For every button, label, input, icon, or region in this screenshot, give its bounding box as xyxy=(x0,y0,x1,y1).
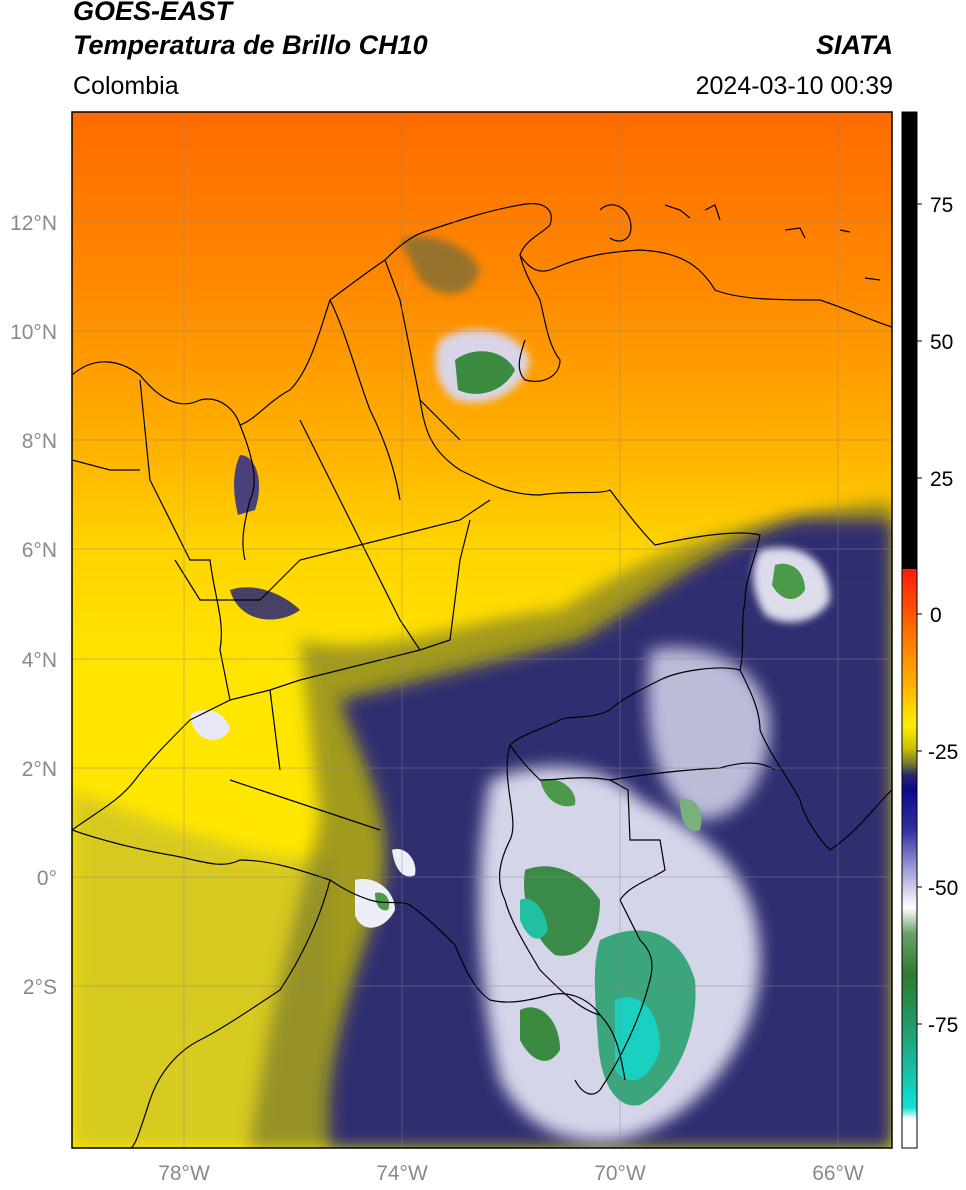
lon-label: 70°W xyxy=(594,1162,646,1185)
organization-label: SIATA xyxy=(816,30,893,60)
lon-label: 78°W xyxy=(158,1162,210,1185)
colorbar-label: -75 xyxy=(928,1014,958,1037)
lon-label: 74°W xyxy=(376,1162,428,1185)
datetime-label: 2024-03-10 00:39 xyxy=(695,72,893,100)
colorbar-label: 75 xyxy=(930,194,953,217)
map-frame xyxy=(71,111,893,1149)
colorbar-label: 25 xyxy=(930,468,953,491)
region-label: Colombia xyxy=(73,72,179,100)
lat-label: 10°N xyxy=(10,321,57,344)
lat-label: 2°S xyxy=(23,976,57,999)
colorbar-label: 0 xyxy=(930,604,942,627)
satellite-title: GOES-EAST xyxy=(73,0,233,26)
longitude-labels: 78°W 74°W 70°W 66°W xyxy=(158,1162,864,1185)
colorbar-labels: 75 50 25 0 -25 -50 -75 xyxy=(928,194,958,1037)
colorbar-label: 50 xyxy=(930,331,953,354)
lat-label: 4°N xyxy=(22,649,57,672)
graticule xyxy=(72,112,892,1148)
lon-label: 66°W xyxy=(812,1162,864,1185)
colorbar-label: -50 xyxy=(928,877,958,900)
lat-label: 2°N xyxy=(22,758,57,781)
colorbar-black-segment xyxy=(902,112,917,569)
lat-label: 8°N xyxy=(22,430,57,453)
colorbar: 75 50 25 0 -25 -50 -75 xyxy=(901,111,958,1149)
latitude-labels: 12°N 10°N 8°N 6°N 4°N 2°N 0° 2°S xyxy=(10,212,57,999)
colorbar-frame xyxy=(901,111,918,1149)
product-title: Temperatura de Brillo CH10 xyxy=(73,30,428,60)
lat-label: 12°N xyxy=(10,212,57,235)
colorbar-gradient xyxy=(902,569,917,1148)
lat-label: 0° xyxy=(37,867,57,890)
lat-label: 6°N xyxy=(22,539,57,562)
colorbar-label: -25 xyxy=(928,741,958,764)
